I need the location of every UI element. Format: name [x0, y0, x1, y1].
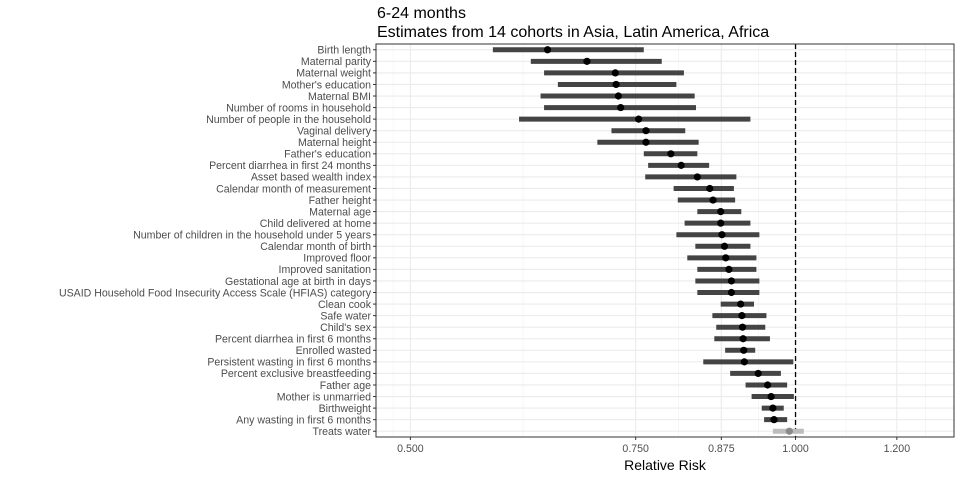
estimate-point — [543, 46, 552, 54]
y-tick-label: Improved sanitation — [279, 264, 372, 276]
estimate-point — [642, 127, 650, 135]
estimate-point — [770, 416, 778, 424]
y-tick-label: Maternal weight — [296, 68, 371, 80]
y-tick-label: Number of rooms in household — [226, 102, 371, 114]
y-tick-label: Enrolled wasted — [296, 345, 371, 357]
y-tick-label: Any wasting in first 6 months — [236, 414, 371, 426]
estimate-point — [667, 150, 675, 158]
estimate-point — [769, 404, 777, 412]
y-tick-label: Maternal BMI — [308, 91, 371, 103]
x-tick-label: 0.500 — [397, 443, 424, 455]
estimate-point — [764, 381, 772, 389]
panel-border — [375, 43, 955, 438]
estimate-point — [612, 80, 620, 89]
estimate-point — [727, 288, 736, 297]
estimate-point — [583, 57, 591, 65]
estimate-point — [740, 358, 748, 366]
y-tick-label: Vaginal delivery — [297, 125, 372, 137]
estimate-point — [611, 69, 619, 77]
estimate-point — [737, 300, 745, 308]
x-tick-label: 1.200 — [884, 443, 911, 455]
estimate-point — [718, 231, 726, 239]
estimate-point — [706, 184, 714, 193]
chart-subtitle: Estimates from 14 cohorts in Asia, Latin… — [377, 24, 770, 41]
y-tick-label: Persistent wasting in first 6 months — [207, 357, 371, 369]
y-tick-label: Treats water — [313, 426, 372, 438]
x-axis-label: Relative Risk — [624, 457, 707, 473]
estimate-point — [725, 265, 733, 273]
y-tick-label: Clean cook — [318, 299, 372, 311]
y-tick-label: Improved floor — [303, 253, 371, 265]
estimate-point — [677, 161, 685, 169]
y-tick-label: Safe water — [320, 310, 371, 322]
estimate-point — [740, 346, 748, 354]
x-tick-label: 1.000 — [782, 443, 809, 455]
y-tick-label: Father age — [320, 380, 371, 392]
chart-title: 6-24 months — [377, 5, 466, 22]
y-tick-label: Calendar month of measurement — [216, 183, 371, 195]
estimate-point — [717, 219, 725, 227]
y-tick-label: Gestational age at birth in days — [225, 276, 371, 288]
estimate-point — [738, 323, 747, 331]
y-tick-label: Maternal height — [298, 137, 371, 149]
estimate-point — [709, 196, 717, 204]
y-tick-label: Father height — [309, 195, 371, 207]
y-tick-label: Mother is unmarried — [277, 391, 371, 403]
y-tick-label: Father's education — [284, 149, 371, 161]
estimate-point — [642, 138, 650, 146]
y-tick-label: Birth length — [317, 45, 371, 57]
y-tick-label: Birthweight — [319, 403, 371, 415]
estimate-point — [754, 369, 762, 378]
estimate-point — [738, 312, 746, 320]
estimate-point — [693, 173, 701, 181]
y-tick-label: Number of people in the household — [206, 114, 371, 126]
estimate-point — [785, 427, 793, 435]
y-tick-label: Asset based wealth index — [251, 172, 372, 184]
y-tick-label: Number of children in the household unde… — [133, 230, 371, 242]
estimate-point — [617, 103, 625, 112]
y-tick-label: Mother's education — [282, 79, 371, 91]
x-tick-label: 0.875 — [708, 443, 735, 455]
y-tick-label: Child delivered at home — [260, 218, 371, 230]
y-tick-label: Percent exclusive breastfeeding — [221, 368, 371, 380]
estimate-point — [635, 115, 643, 123]
y-tick-label: Maternal age — [309, 206, 371, 218]
x-tick-label: 0.750 — [622, 443, 649, 455]
estimate-point — [614, 92, 622, 100]
estimate-point — [722, 254, 730, 262]
estimate-point — [727, 277, 736, 285]
estimate-point — [720, 242, 729, 250]
y-tick-label: Calendar month of birth — [260, 241, 371, 253]
y-tick-label: Child's sex — [320, 322, 372, 334]
estimate-point — [717, 208, 725, 216]
y-tick-label: Percent diarrhea in first 6 months — [215, 334, 371, 346]
y-tick-label: Percent diarrhea in first 24 months — [209, 160, 371, 172]
y-tick-label: USAID Household Food Insecurity Access S… — [59, 287, 372, 299]
estimate-point — [767, 392, 775, 401]
y-tick-label: Maternal parity — [301, 56, 372, 68]
estimate-point — [739, 335, 747, 343]
